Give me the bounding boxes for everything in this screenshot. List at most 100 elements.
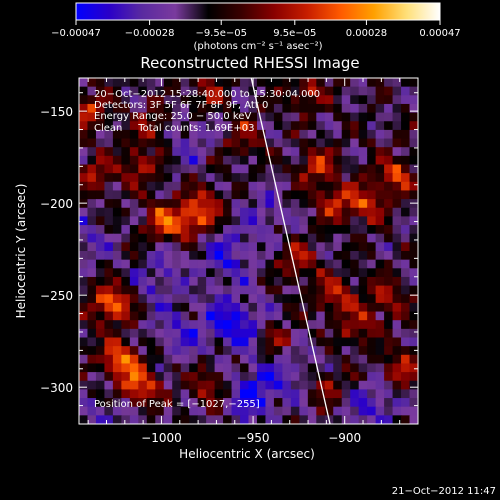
heatmap-cell — [324, 276, 334, 287]
heatmap-cell — [316, 86, 326, 96]
heatmap-cell — [79, 346, 89, 356]
heatmap-cell — [324, 354, 334, 365]
heatmap-cell — [121, 138, 131, 148]
heatmap-cell — [333, 103, 343, 114]
heatmap-cell — [282, 164, 292, 174]
heatmap-cell — [392, 268, 402, 278]
heatmap-cell — [350, 415, 360, 424]
heatmap-cell — [206, 311, 216, 321]
heatmap-cell — [206, 302, 216, 313]
timestamp: 21−Oct−2012 11:47 — [392, 486, 496, 497]
heatmap-cell — [223, 251, 233, 261]
heatmap-cell — [163, 328, 173, 339]
heatmap-cell — [307, 173, 317, 183]
heatmap-cell — [189, 112, 199, 122]
heatmap-cell — [104, 233, 114, 243]
heatmap-cell — [401, 121, 411, 131]
heatmap-cell — [324, 294, 334, 304]
heatmap-cell — [307, 285, 317, 295]
heatmap-cell — [333, 242, 343, 252]
heatmap-cell — [180, 268, 190, 278]
heatmap-cell — [104, 389, 114, 399]
heatmap-cell — [121, 233, 131, 243]
heatmap-cell — [256, 276, 267, 287]
heatmap-cell — [324, 95, 334, 105]
heatmap-cell — [172, 276, 182, 287]
heatmap-cell — [138, 129, 148, 140]
heatmap-cell — [282, 95, 292, 105]
heatmap-cell — [401, 173, 411, 183]
heatmap-cell — [231, 78, 241, 88]
heatmap-cell — [180, 190, 190, 200]
heatmap-cell — [163, 285, 173, 295]
heatmap-cell — [350, 233, 360, 243]
heatmap-cell — [367, 129, 377, 140]
heatmap-cell — [256, 95, 267, 105]
heatmap-cell — [358, 354, 368, 365]
heatmap-cell — [138, 294, 148, 304]
heatmap-cell — [95, 112, 106, 122]
heatmap-cell — [375, 86, 385, 96]
heatmap-cell — [358, 380, 368, 390]
heatmap-cell — [282, 380, 292, 390]
heatmap-cell — [324, 225, 334, 235]
heatmap-cell — [248, 95, 258, 105]
heatmap-cell — [79, 181, 89, 192]
heatmap-cell — [121, 276, 131, 287]
heatmap-cell — [290, 337, 300, 347]
heatmap-cell — [409, 242, 418, 252]
heatmap-cell — [367, 406, 377, 416]
heatmap-cell — [189, 285, 199, 295]
heatmap-cell — [79, 129, 89, 140]
heatmap-cell — [223, 337, 233, 347]
info-detectors: Detectors: 3F 5F 6F 7F 8F 9F, Att 0 — [94, 100, 268, 111]
heatmap-cell — [79, 389, 89, 399]
heatmap-cell — [392, 95, 402, 105]
heatmap-cell — [231, 285, 241, 295]
heatmap-cell — [189, 363, 199, 373]
heatmap-cell — [392, 285, 402, 295]
heatmap-cell — [121, 225, 131, 235]
heatmap-cell — [341, 276, 351, 287]
heatmap-cell — [290, 86, 300, 96]
heatmap-cell — [375, 285, 385, 295]
heatmap-cell — [273, 147, 283, 157]
heatmap-cell — [409, 406, 418, 416]
heatmap-cell — [112, 311, 122, 321]
heatmap-cell — [87, 380, 97, 390]
heatmap-cell — [197, 190, 207, 200]
axes: −1000 −950 −900−150−200−250−300 — [40, 78, 419, 445]
heatmap-cell — [163, 372, 173, 382]
heatmap-cell — [95, 190, 106, 200]
heatmap-cell — [341, 147, 351, 157]
heatmap-cell — [155, 389, 165, 399]
heatmap-cell — [375, 311, 385, 321]
heatmap-cell — [341, 251, 351, 261]
heatmap-cell — [375, 78, 385, 88]
heatmap-cell — [367, 233, 377, 243]
heatmap-cell — [367, 173, 377, 183]
heatmap-cell — [155, 164, 165, 174]
heatmap-cell — [350, 337, 360, 347]
heatmap-cell — [240, 86, 250, 96]
heatmap-cell — [197, 216, 207, 226]
heatmap-cell — [248, 406, 258, 416]
heatmap-cell — [155, 346, 165, 356]
heatmap-cell — [87, 251, 97, 261]
heatmap-cell — [282, 86, 292, 96]
heatmap-cell — [299, 372, 309, 382]
heatmap-cell — [375, 320, 385, 330]
heatmap-cell — [129, 337, 139, 347]
heatmap-cell — [290, 78, 300, 88]
heatmap-cell — [87, 242, 97, 252]
heatmap-cell — [384, 406, 394, 416]
heatmap-cell — [358, 86, 368, 96]
heatmap-cell — [358, 112, 368, 122]
heatmap-cell — [350, 95, 360, 105]
heatmap-cell — [223, 415, 233, 424]
heatmap-cell — [333, 406, 343, 416]
heatmap-cell — [273, 259, 283, 269]
heatmap-cell — [384, 216, 394, 226]
heatmap-cell — [316, 190, 326, 200]
heatmap-cell — [307, 372, 317, 382]
